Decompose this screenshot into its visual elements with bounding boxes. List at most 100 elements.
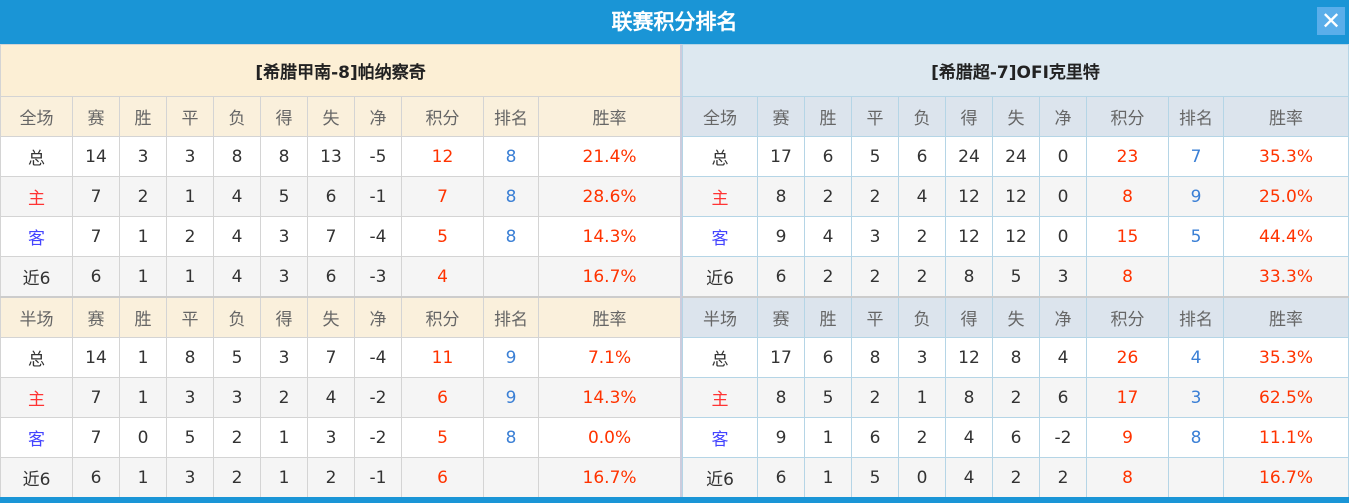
dialog-title-bar: 联赛积分排名 ✕: [0, 0, 1349, 44]
cell-win-rate: 16.7%: [537, 256, 682, 298]
table-row: 客 7 1 2 4 3 7 -4 5 8 14.3%: [0, 216, 682, 257]
cell-points: 23: [1086, 136, 1169, 177]
cell-played: 7: [72, 417, 120, 458]
column-header: 失: [307, 296, 355, 338]
cell-rank: [1168, 457, 1224, 498]
cell-row-label: 客: [682, 417, 758, 458]
cell-goals-for: 1: [260, 417, 308, 458]
cell-goals-against: 2: [307, 457, 355, 498]
table-row: 客 9 1 6 2 4 6 -2 9 8 11.1%: [682, 417, 1349, 458]
cell-draws: 1: [166, 176, 214, 217]
cell-draws: 8: [851, 337, 899, 378]
cell-goal-diff: 3: [1039, 256, 1087, 298]
cell-wins: 0: [119, 417, 167, 458]
table-row: 近6 6 1 1 4 3 6 -3 4 16.7%: [0, 256, 682, 298]
cell-wins: 6: [804, 337, 852, 378]
cell-wins: 1: [119, 337, 167, 378]
table-row: 客 9 4 3 2 12 12 0 15 5 44.4%: [682, 216, 1349, 257]
cell-losses: 4: [213, 176, 261, 217]
cell-losses: 0: [898, 457, 946, 498]
column-header: 赛: [757, 96, 805, 137]
cell-win-rate: 35.3%: [1222, 337, 1349, 378]
cell-goals-against: 5: [992, 256, 1040, 298]
cell-played: 9: [757, 216, 805, 257]
cell-goals-against: 12: [992, 176, 1040, 217]
cell-wins: 4: [804, 216, 852, 257]
cell-goals-for: 3: [260, 337, 308, 378]
cell-win-rate: 21.4%: [537, 136, 682, 177]
header-row-half: 半场赛胜平负得失净积分 排名 胜率: [0, 296, 682, 338]
cell-draws: 3: [166, 377, 214, 418]
column-header: 净: [1039, 296, 1087, 338]
cell-draws: 5: [166, 417, 214, 458]
cell-draws: 8: [166, 337, 214, 378]
cell-played: 6: [72, 256, 120, 298]
table-row: 总 17 6 5 6 24 24 0 23 7 35.3%: [682, 136, 1349, 177]
column-header: 排名: [483, 96, 539, 137]
cell-draws: 2: [851, 377, 899, 418]
cell-points: 12: [401, 136, 484, 177]
cell-wins: 1: [804, 457, 852, 498]
cell-goals-for: 8: [260, 136, 308, 177]
cell-goal-diff: -3: [354, 256, 402, 298]
column-header: 得: [260, 296, 308, 338]
column-header: 胜: [804, 296, 852, 338]
cell-goals-against: 6: [992, 417, 1040, 458]
cell-losses: 2: [898, 216, 946, 257]
column-header: 胜: [119, 296, 167, 338]
cell-played: 8: [757, 377, 805, 418]
table-row: 主 8 5 2 1 8 2 6 17 3 62.5%: [682, 377, 1349, 418]
table-row: 主 8 2 2 4 12 12 0 8 9 25.0%: [682, 176, 1349, 217]
cell-goals-against: 6: [307, 256, 355, 298]
cell-rank: 9: [483, 337, 539, 378]
cell-points: 8: [1086, 457, 1169, 498]
cell-played: 6: [757, 256, 805, 298]
cell-goals-for: 12: [945, 176, 993, 217]
cell-goals-for: 8: [945, 377, 993, 418]
cell-wins: 6: [804, 136, 852, 177]
standings-table: [希腊甲南-8]帕纳察奇 全场赛胜平负得失净积分 排名 胜率总 14 3 3 8 8 13 -5 12…: [0, 44, 682, 498]
cell-win-rate: 11.1%: [1222, 417, 1349, 458]
table-row: 主 7 2 1 4 5 6 -1 7 8 28.6%: [0, 176, 682, 217]
cell-goal-diff: 0: [1039, 216, 1087, 257]
cell-row-label: 近6: [682, 457, 758, 498]
cell-played: 14: [72, 337, 120, 378]
cell-draws: 5: [851, 457, 899, 498]
cell-wins: 1: [119, 377, 167, 418]
cell-points: 8: [1086, 256, 1169, 298]
away-team-panel: [希腊超-7]OFI克里特 全场赛胜平负得失净积分 排名 胜率总 17 6 5 6 24 24 0 2…: [680, 44, 1349, 498]
cell-draws: 3: [166, 457, 214, 498]
cell-win-rate: 25.0%: [1222, 176, 1349, 217]
column-header: 排名: [1168, 296, 1224, 338]
column-header: 赛: [757, 296, 805, 338]
cell-goals-for: 24: [945, 136, 993, 177]
cell-row-label: 近6: [0, 256, 73, 298]
cell-wins: 3: [119, 136, 167, 177]
cell-points: 6: [401, 457, 484, 498]
cell-points: 7: [401, 176, 484, 217]
team-name: [希腊超-7]OFI克里特: [681, 44, 1349, 97]
cell-rank: [483, 457, 539, 498]
cell-goal-diff: -2: [354, 377, 402, 418]
cell-played: 14: [72, 136, 120, 177]
cell-rank: 8: [483, 136, 539, 177]
cell-played: 6: [757, 457, 805, 498]
close-icon[interactable]: ✕: [1317, 7, 1345, 35]
cell-rank: 8: [483, 176, 539, 217]
cell-goals-against: 13: [307, 136, 355, 177]
cell-played: 9: [757, 417, 805, 458]
cell-losses: 4: [898, 176, 946, 217]
cell-goals-for: 2: [260, 377, 308, 418]
cell-goals-against: 7: [307, 216, 355, 257]
cell-draws: 1: [166, 256, 214, 298]
bottom-bar: [0, 497, 1349, 503]
cell-goal-diff: 0: [1039, 136, 1087, 177]
cell-goals-for: 12: [945, 216, 993, 257]
cell-losses: 1: [898, 377, 946, 418]
cell-draws: 5: [851, 136, 899, 177]
column-header: 赛: [72, 296, 120, 338]
column-header: 全场: [682, 96, 758, 137]
cell-goal-diff: 4: [1039, 337, 1087, 378]
column-header: 胜率: [1222, 96, 1349, 137]
cell-points: 17: [1086, 377, 1169, 418]
